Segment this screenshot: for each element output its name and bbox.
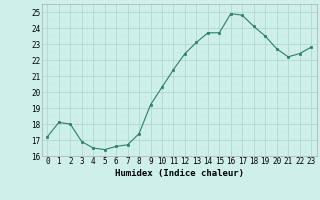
X-axis label: Humidex (Indice chaleur): Humidex (Indice chaleur) <box>115 169 244 178</box>
